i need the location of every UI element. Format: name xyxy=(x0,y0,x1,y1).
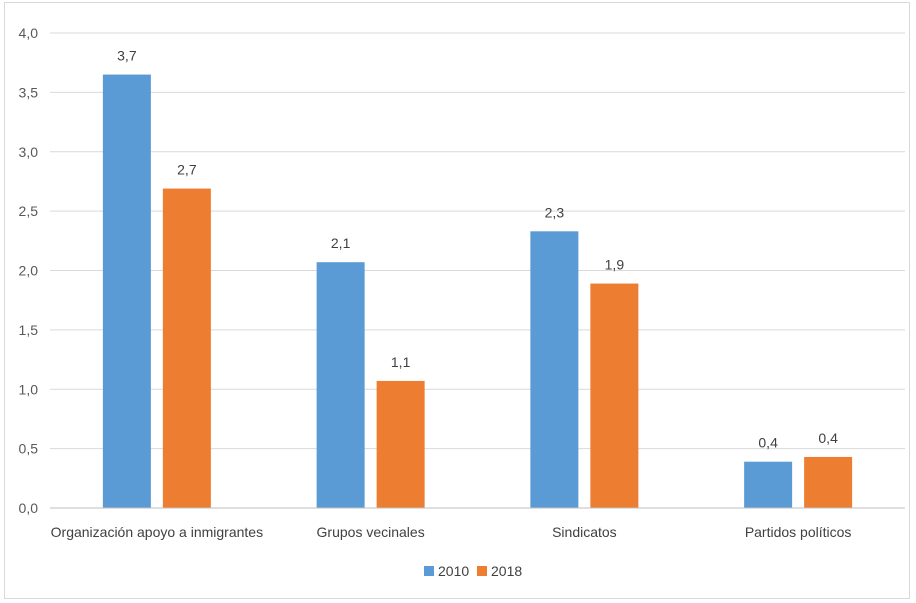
y-tick-label: 2,5 xyxy=(19,203,39,219)
legend: 2010 2018 xyxy=(424,563,522,579)
bar xyxy=(744,461,793,508)
y-tick-label: 0,5 xyxy=(19,441,39,457)
y-axis: 0,0 0,5 1,0 1,5 2,0 2,5 3,0 3,5 4,0 xyxy=(19,25,39,516)
bar xyxy=(102,74,151,508)
data-label: 0,4 xyxy=(818,430,838,446)
bar xyxy=(530,231,579,508)
y-tick-label: 1,0 xyxy=(19,381,39,397)
data-label: 1,1 xyxy=(391,354,411,370)
legend-label: 2010 xyxy=(438,563,469,579)
x-category-label: Organización apoyo a inmigrantes xyxy=(51,524,263,540)
data-label: 2,7 xyxy=(177,162,197,178)
y-tick-label: 2,0 xyxy=(19,263,39,279)
data-label: 2,3 xyxy=(545,204,565,220)
bars xyxy=(102,74,853,508)
bar xyxy=(804,456,853,508)
bar xyxy=(376,380,425,508)
data-label: 3,7 xyxy=(117,48,137,64)
legend-swatch xyxy=(477,566,487,576)
bar xyxy=(316,262,365,508)
y-tick-label: 1,5 xyxy=(19,322,39,338)
data-label: 2,1 xyxy=(331,235,351,251)
data-labels: 3,7 2,7 2,1 1,1 2,3 1,9 0,4 0,4 xyxy=(117,48,838,451)
x-category-label: Grupos vecinales xyxy=(317,524,425,540)
y-tick-label: 3,5 xyxy=(19,84,39,100)
x-category-label: Sindicatos xyxy=(552,524,617,540)
bar xyxy=(162,188,211,508)
data-label: 1,9 xyxy=(605,257,625,273)
x-axis: Organización apoyo a inmigrantes Grupos v… xyxy=(50,507,905,540)
legend-swatch xyxy=(424,566,434,576)
y-tick-label: 4,0 xyxy=(19,25,39,41)
legend-label: 2018 xyxy=(491,563,522,579)
y-tick-label: 3,0 xyxy=(19,144,39,160)
x-category-label: Partidos políticos xyxy=(745,524,852,540)
bar xyxy=(590,283,639,508)
data-label: 0,4 xyxy=(758,435,778,451)
y-tick-label: 0,0 xyxy=(19,500,39,516)
